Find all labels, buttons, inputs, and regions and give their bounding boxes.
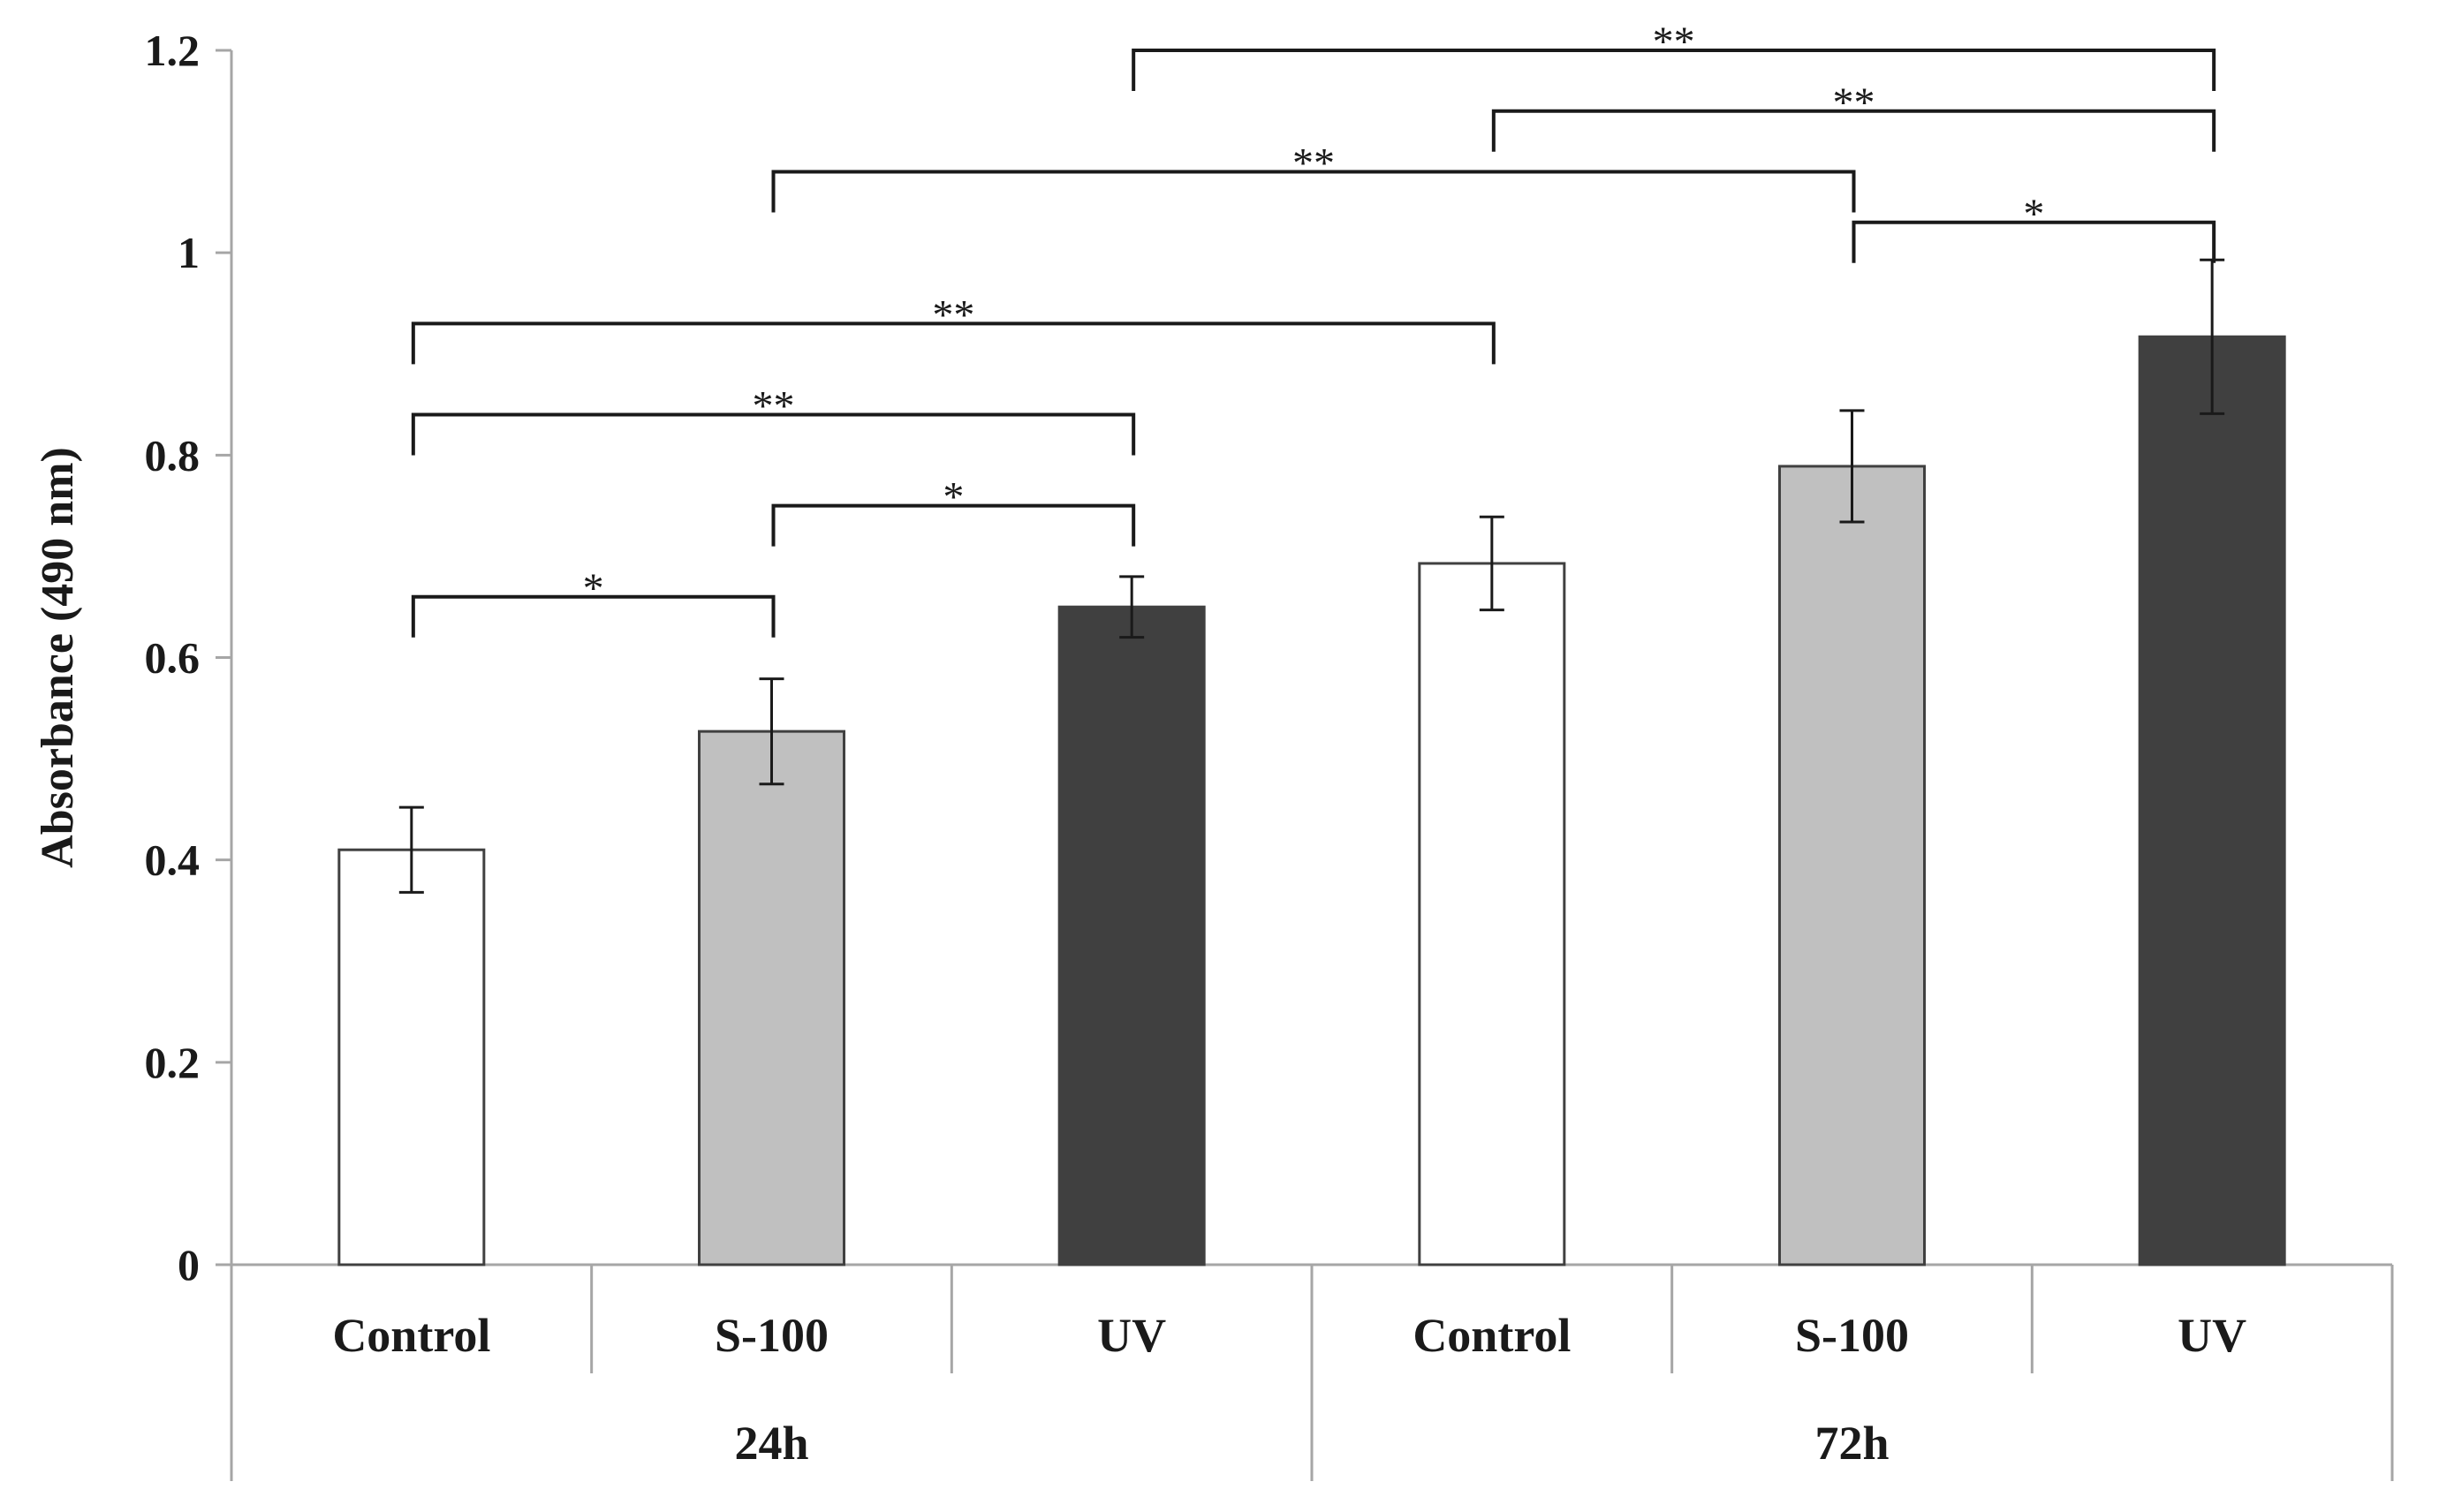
significance-label: *: [583, 565, 604, 612]
significance-bracket: [771, 170, 1856, 213]
x-category-label: Control: [332, 1309, 490, 1362]
y-tick-label: 0.8: [145, 430, 201, 480]
significance-bracket: [411, 412, 1136, 456]
y-tick-label: 0: [178, 1240, 200, 1289]
significance-bracket: [1852, 220, 2216, 263]
y-tick-label: 0.6: [145, 633, 201, 683]
significance-label: **: [1833, 79, 1875, 126]
significance-bracket: [1491, 109, 2216, 152]
significance-label: **: [932, 291, 974, 338]
significance-label: **: [753, 383, 795, 430]
y-tick-label: 0.2: [145, 1038, 201, 1087]
bar: [1418, 562, 1566, 1266]
x-group-label: 24h: [734, 1417, 808, 1470]
significance-bracket: [411, 594, 776, 638]
x-category-label: S-100: [1795, 1309, 1909, 1362]
significance-bracket: [411, 321, 1496, 365]
bar: [1778, 465, 1926, 1266]
y-axis-title: Absorbance (490 nm): [33, 447, 83, 868]
x-category-label: Control: [1413, 1309, 1571, 1362]
significance-bracket: [771, 503, 1136, 547]
significance-bracket: [1132, 49, 2216, 91]
bar: [698, 730, 845, 1266]
bar: [2138, 335, 2286, 1266]
x-group-label: 72h: [1814, 1417, 1889, 1470]
y-tick-label: 1.2: [145, 26, 201, 75]
significance-label: **: [1292, 140, 1335, 187]
y-tick-label: 0.4: [145, 835, 201, 885]
significance-label: *: [943, 474, 964, 521]
bar: [1057, 605, 1206, 1266]
bar: [337, 848, 486, 1266]
significance-label: *: [2023, 191, 2044, 238]
y-tick-label: 1: [178, 228, 200, 277]
significance-label: **: [1653, 19, 1695, 65]
x-category-label: S-100: [715, 1309, 829, 1362]
x-category-label: UV: [2178, 1309, 2246, 1362]
x-category-label: UV: [1097, 1309, 1166, 1362]
